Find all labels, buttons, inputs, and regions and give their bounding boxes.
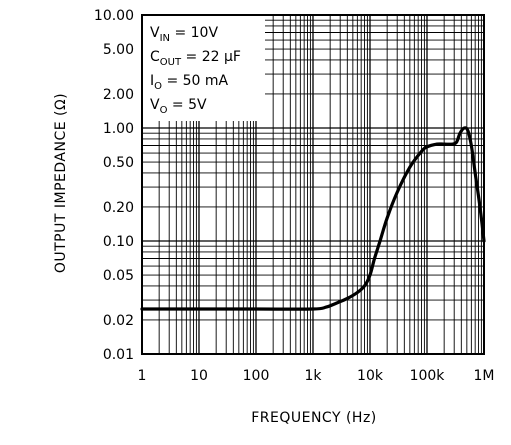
x-tick-labels: 1 10 100 1k 10k 100k 1M xyxy=(138,368,495,384)
condition-subscript: OUT xyxy=(160,57,182,68)
x-tick-label: 1M xyxy=(474,368,495,384)
condition-line: COUT = 22 μF xyxy=(150,49,241,68)
x-tick-label: 1 xyxy=(138,368,147,384)
condition-value: = 22 μF xyxy=(181,49,241,65)
condition-line: VO = 5V xyxy=(150,97,207,116)
y-tick-label: 0.10 xyxy=(103,234,134,250)
y-tick-label: 2.00 xyxy=(103,87,134,103)
x-tick-label: 1k xyxy=(304,368,322,384)
y-tick-label: 5.00 xyxy=(103,42,134,58)
condition-subscript: IN xyxy=(160,33,170,44)
condition-line: IO = 50 mA xyxy=(150,73,229,92)
y-tick-label: 1.00 xyxy=(103,121,134,137)
condition-value: = 5V xyxy=(167,97,207,113)
y-axis-label: OUTPUT IMPEDANCE (Ω) xyxy=(53,93,69,273)
x-tick-label: 10 xyxy=(190,368,208,384)
condition-symbol: V xyxy=(150,97,160,113)
condition-line: VIN = 10V xyxy=(150,25,218,44)
condition-symbol: I xyxy=(150,73,154,89)
condition-value: = 10V xyxy=(170,25,218,41)
y-tick-label: 0.20 xyxy=(103,200,134,216)
y-tick-label: 0.02 xyxy=(103,313,134,329)
x-tick-label: 100k xyxy=(410,368,446,384)
x-axis-label: FREQUENCY (Hz) xyxy=(251,410,377,426)
y-tick-label: 0.50 xyxy=(103,155,134,171)
y-tick-label: 0.01 xyxy=(103,347,134,363)
condition-symbol: V xyxy=(150,25,160,41)
y-tick-label: 0.05 xyxy=(103,268,134,284)
condition-subscript: O xyxy=(154,81,162,92)
y-tick-labels: 10.00 5.00 2.00 1.00 0.50 0.20 0.10 0.05 0.02 0.0… xyxy=(94,8,134,363)
condition-symbol: C xyxy=(150,49,160,65)
series-layer xyxy=(140,126,486,311)
condition-value: = 50 mA xyxy=(162,73,229,89)
y-tick-label: 10.00 xyxy=(94,8,134,24)
x-tick-label: 100 xyxy=(243,368,270,384)
plot-frame xyxy=(141,14,485,355)
conditions-box-background xyxy=(143,16,265,121)
condition-subscript: O xyxy=(160,105,168,116)
x-tick-label: 10k xyxy=(357,368,384,384)
impedance-curve xyxy=(140,126,486,311)
